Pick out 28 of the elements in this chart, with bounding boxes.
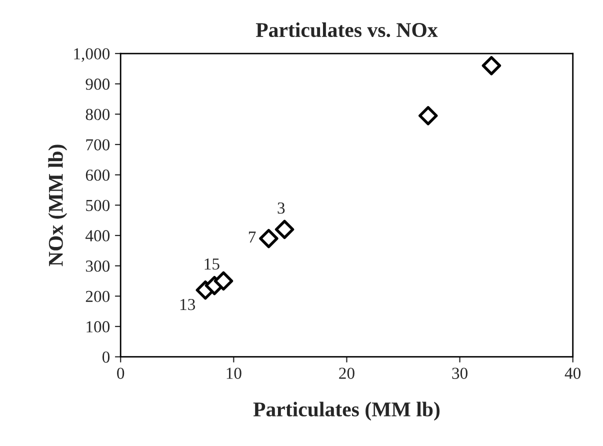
chart-title: Particulates vs. NOx [256, 22, 438, 38]
annotation: 3 [278, 202, 285, 214]
point [274, 220, 294, 240]
x-tick-label: 10 [226, 368, 242, 379]
point [482, 56, 502, 76]
annotation: 7 [248, 232, 256, 243]
y-tick-label: 0 [102, 352, 110, 363]
x-tick-label: 40 [564, 368, 581, 379]
x-tick-label: 20 [339, 368, 354, 379]
y-tick-label: 900 [86, 78, 110, 90]
x-tick-label: 30 [452, 368, 468, 379]
x-axis-title: Particulates (MM lb) [253, 402, 440, 421]
y-axis-title: NOx (MM lb) [48, 144, 68, 266]
y-tick-label: 1,000 [74, 48, 110, 62]
y-tick-label: 200 [86, 290, 110, 302]
point [259, 228, 278, 248]
y-tick-label: 100 [86, 321, 110, 332]
y-tick-label: 700 [86, 139, 110, 150]
annotation: 15 [204, 258, 220, 270]
y-tick-label: 800 [86, 108, 110, 120]
y-tick-label: 600 [86, 170, 110, 181]
annotation: 13 [180, 298, 196, 310]
y-tick-label: 300 [86, 260, 110, 272]
y-tick-label: 500 [86, 200, 110, 212]
y-tick-label: 400 [86, 230, 110, 242]
point [214, 271, 234, 291]
point [418, 106, 438, 126]
x-tick-label: 0 [117, 368, 124, 379]
